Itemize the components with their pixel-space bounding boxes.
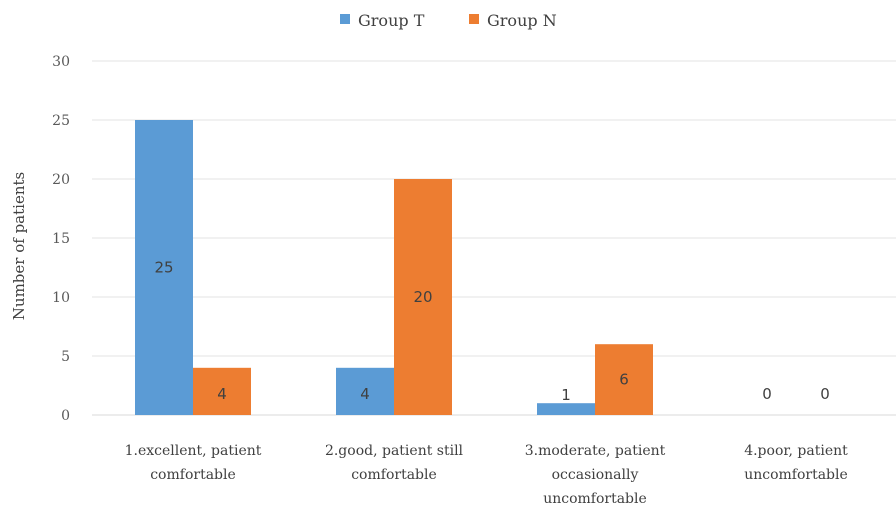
category-labels: 1.excellent, patient comfortable 2.good, p… bbox=[125, 443, 849, 507]
legend-swatch bbox=[469, 14, 479, 24]
legend-swatch bbox=[340, 14, 350, 24]
category-label: comfortable bbox=[150, 467, 236, 483]
category-label: uncomfortable bbox=[744, 467, 848, 483]
bar-group-t bbox=[135, 120, 193, 415]
y-tick-labels: 0 5 10 15 20 25 30 bbox=[52, 54, 70, 424]
data-label: 4 bbox=[360, 385, 370, 403]
bar-group-n bbox=[193, 367, 251, 415]
legend: Group T Group N bbox=[340, 11, 557, 30]
legend-label: Group N bbox=[487, 11, 557, 30]
y-tick-label: 10 bbox=[52, 290, 70, 306]
bar-group-n bbox=[595, 344, 653, 415]
data-labels: 25 4 1 0 4 20 6 0 bbox=[154, 259, 829, 405]
bars bbox=[135, 120, 653, 415]
category-label: 3.moderate, patient bbox=[525, 443, 666, 459]
data-label: 1 bbox=[561, 386, 571, 404]
y-tick-label: 25 bbox=[52, 113, 70, 129]
y-tick-label: 5 bbox=[61, 349, 70, 365]
y-tick-label: 15 bbox=[52, 231, 70, 247]
data-label: 0 bbox=[762, 385, 772, 403]
category-label: 4.poor, patient bbox=[744, 443, 848, 459]
category-label: uncomfortable bbox=[543, 491, 647, 507]
category-label: comfortable bbox=[351, 467, 437, 483]
bar-group-t bbox=[336, 367, 394, 415]
y-axis-title: Number of patients bbox=[10, 172, 28, 320]
data-label: 20 bbox=[413, 288, 432, 306]
category-label: 2.good, patient still bbox=[325, 443, 464, 459]
bar-group-n bbox=[394, 179, 452, 415]
category-label: 1.excellent, patient bbox=[125, 443, 262, 459]
y-tick-label: 20 bbox=[52, 172, 70, 188]
y-tick-label: 30 bbox=[52, 54, 70, 70]
legend-label: Group T bbox=[358, 11, 425, 30]
bar-group-t bbox=[537, 403, 595, 415]
data-label: 0 bbox=[820, 385, 830, 403]
y-tick-label: 0 bbox=[61, 408, 70, 424]
data-label: 6 bbox=[619, 371, 629, 389]
category-label: occasionally bbox=[552, 467, 639, 483]
gridlines bbox=[92, 60, 896, 416]
data-label: 4 bbox=[217, 385, 227, 403]
data-label: 25 bbox=[154, 259, 173, 277]
